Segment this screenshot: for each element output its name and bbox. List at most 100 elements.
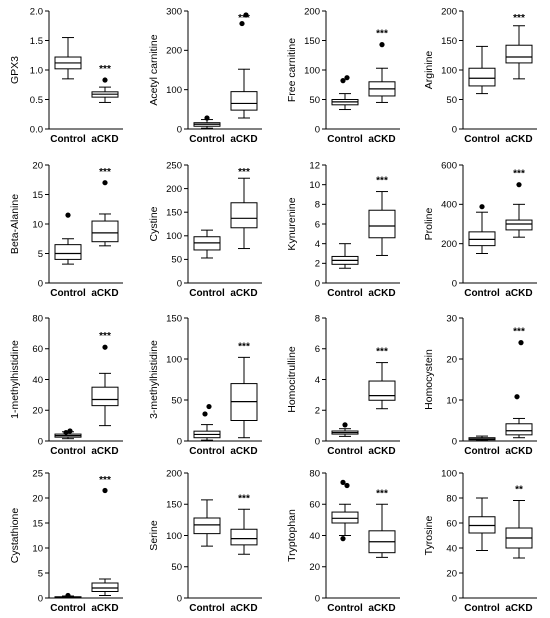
y-tick-label: 40 [32, 375, 43, 386]
outlier-point [102, 344, 108, 350]
box-control [331, 422, 359, 437]
y-tick-label: 5 [38, 568, 43, 579]
y-tick-label: 60 [32, 344, 43, 355]
box-ackd [505, 500, 533, 559]
outlier-point [204, 115, 210, 121]
y-tick-label: 200 [441, 239, 457, 250]
y-axis-label: Cystathione [9, 508, 21, 564]
x-category-label: Control [327, 603, 363, 614]
x-category-label: aCKD [230, 288, 257, 299]
significance-label: *** [238, 13, 250, 24]
y-tick-label: 60 [446, 518, 457, 529]
y-tick-label: 15 [32, 518, 43, 529]
outlier-point [340, 78, 346, 84]
box-control [54, 212, 82, 265]
box-ackd [91, 487, 119, 596]
x-category-label: Control [189, 603, 225, 614]
y-tick-label: 80 [446, 493, 457, 504]
y-tick-label: 0 [38, 278, 43, 289]
x-category-label: aCKD [230, 603, 257, 614]
box-ackd [505, 340, 533, 439]
outlier-point [63, 429, 69, 436]
y-tick-label: 100 [441, 65, 457, 76]
y-tick-label: 200 [166, 46, 182, 57]
outlier-point [344, 75, 350, 81]
y-tick-label: 4 [315, 375, 320, 386]
iqr-box [54, 244, 82, 260]
y-axis-label: GPX3 [9, 56, 21, 84]
y-tick-label: 20 [446, 354, 457, 365]
outlier-point [206, 403, 212, 410]
iqr-box [505, 423, 533, 436]
box-ackd [230, 356, 258, 439]
y-tick-label: 150 [166, 500, 182, 511]
outlier-point [65, 212, 71, 218]
box-control [468, 435, 496, 442]
significance-label: *** [238, 341, 250, 352]
panel-13: 0 5 10 15 20 25 Cystathione Control aCKD *** [9, 468, 123, 614]
box-control [468, 45, 496, 95]
iqr-box [368, 380, 396, 401]
y-axis-label: Kynurenine [286, 197, 298, 250]
box-control [193, 229, 221, 259]
box-ackd [368, 42, 396, 103]
y-tick-label: 10 [32, 219, 43, 230]
significance-label: *** [376, 176, 388, 187]
box-ackd [368, 191, 396, 256]
significance-label: *** [99, 167, 111, 178]
y-tick-label: 100 [441, 468, 457, 479]
y-tick-label: 20 [309, 562, 320, 573]
y-tick-label: 150 [166, 208, 182, 219]
y-tick-label: 100 [166, 354, 182, 365]
box-ackd [91, 180, 119, 247]
panel-9: 0 20 40 60 80 1-methylhistidine Control aCKD *** [9, 313, 123, 457]
y-tick-label: 50 [309, 95, 320, 106]
panel-5: 0 5 10 15 20 Beta-Alanine Control aCKD *** [9, 160, 123, 299]
panel-12: 0 10 20 30 Homocystein Control aCKD *** [423, 313, 537, 457]
y-axis-label: Tyrosine [423, 516, 435, 556]
iqr-box [468, 67, 496, 87]
y-tick-label: 0 [38, 593, 43, 604]
iqr-box [468, 516, 496, 534]
y-tick-label: 100 [166, 85, 182, 96]
panel-6: 0 50 100 150 200 250 Cystine Control aCKD *** [148, 160, 262, 299]
y-axis-label: Free carnitine [286, 38, 298, 102]
significance-label: *** [238, 493, 250, 504]
y-tick-label: 6 [315, 344, 320, 355]
significance-label: *** [513, 13, 525, 24]
outlier-point [479, 204, 485, 210]
y-tick-label: 0 [177, 278, 182, 289]
y-tick-label: 0 [315, 124, 320, 135]
y-tick-label: 2 [315, 406, 320, 417]
iqr-box [193, 517, 221, 535]
x-category-label: aCKD [505, 288, 532, 299]
x-category-label: aCKD [505, 603, 532, 614]
y-tick-label: 5 [38, 249, 43, 260]
iqr-box [91, 386, 119, 407]
y-tick-label: 0 [315, 593, 320, 604]
box-ackd [505, 25, 533, 80]
y-tick-label: 0 [452, 593, 457, 604]
x-category-label: Control [189, 446, 225, 457]
y-axis-label: Tryptophan [286, 509, 298, 562]
y-tick-label: 150 [441, 36, 457, 47]
box-control [54, 37, 82, 80]
box-ackd [230, 508, 258, 555]
box-control [54, 592, 82, 599]
x-category-label: Control [50, 134, 86, 145]
outlier-point [243, 12, 249, 18]
outlier-point [342, 422, 348, 428]
x-category-label: aCKD [230, 134, 257, 145]
y-axis-label: Homocystein [423, 349, 435, 410]
y-tick-label: 200 [166, 468, 182, 479]
significance-label: *** [99, 331, 111, 342]
significance-label: *** [99, 64, 111, 75]
outlier-point [102, 77, 108, 83]
outlier-point [340, 536, 346, 542]
y-tick-label: 1.0 [30, 65, 43, 76]
panel-3: 0 50 100 150 200 Free carnitine Control aCKD *** [286, 6, 400, 145]
box-control [468, 497, 496, 551]
y-tick-label: 20 [32, 160, 43, 171]
x-category-label: Control [189, 134, 225, 145]
